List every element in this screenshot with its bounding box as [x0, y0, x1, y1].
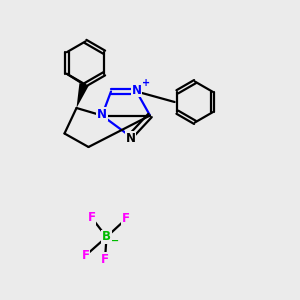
- Text: F: F: [82, 249, 89, 262]
- Text: N: N: [125, 131, 136, 145]
- Text: F: F: [122, 212, 130, 226]
- Text: N: N: [97, 107, 107, 121]
- Text: F: F: [88, 211, 95, 224]
- Text: B: B: [102, 230, 111, 244]
- Text: −: −: [111, 236, 119, 246]
- Text: N: N: [131, 83, 142, 97]
- Text: +: +: [142, 78, 150, 88]
- Polygon shape: [76, 83, 88, 108]
- Text: F: F: [101, 253, 109, 266]
